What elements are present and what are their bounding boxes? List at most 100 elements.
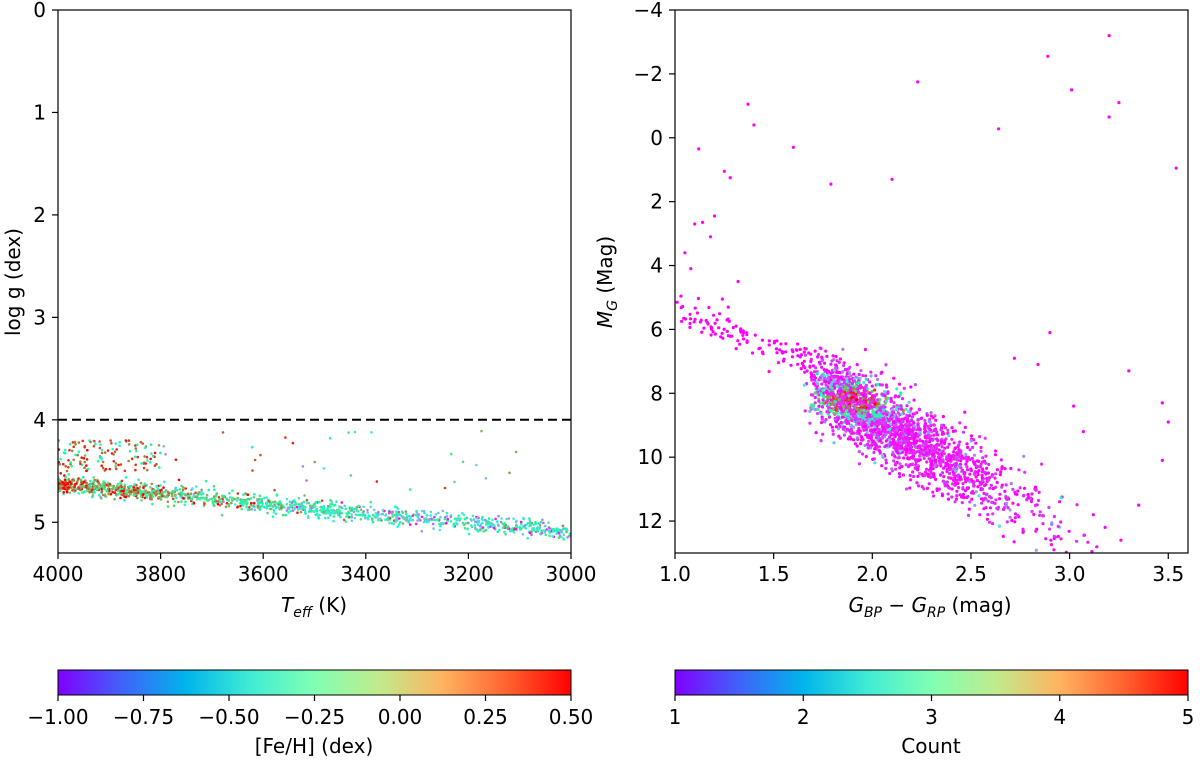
left-data-point <box>68 448 71 452</box>
left-data-point <box>336 513 340 517</box>
right-data-point <box>1000 465 1004 469</box>
right-data-point <box>823 361 827 365</box>
right-data-point <box>985 492 989 496</box>
right-data-point <box>832 378 836 382</box>
right-data-point <box>849 424 853 428</box>
right-data-point <box>834 408 838 412</box>
left-data-point <box>133 482 136 486</box>
left-data-point <box>505 517 508 521</box>
right-data-point <box>688 312 692 316</box>
right-data-point <box>1018 486 1022 490</box>
right-data-point <box>848 377 852 381</box>
right-data-point <box>808 409 812 413</box>
right-data-point <box>946 445 950 449</box>
left-data-point <box>437 511 440 515</box>
left-data-point <box>251 469 254 472</box>
left-data-point <box>221 431 225 434</box>
right-data-point <box>688 325 692 329</box>
right-data-point <box>997 524 1002 528</box>
right-data-point <box>855 402 859 406</box>
right-data-point <box>840 370 845 374</box>
left-data-point <box>524 527 527 530</box>
right-data-point <box>900 417 904 421</box>
right-outlier-point <box>1107 34 1111 38</box>
right-data-point <box>796 362 800 366</box>
left-data-point <box>252 496 256 499</box>
right-data-point <box>907 414 912 418</box>
left-data-point <box>91 494 95 497</box>
right-data-point <box>873 388 877 392</box>
left-x-axis-label: Teff (K) <box>281 593 347 621</box>
right-data-point <box>883 401 888 405</box>
right-data-point <box>852 379 857 383</box>
right-data-point <box>910 423 914 427</box>
right-data-point <box>923 418 927 423</box>
left-data-point <box>155 492 158 496</box>
right-data-point <box>917 408 922 412</box>
right-data-point <box>955 478 959 482</box>
right-data-point <box>984 506 988 510</box>
right-data-point <box>813 408 817 412</box>
right-data-point <box>858 396 863 400</box>
right-data-point <box>965 486 969 490</box>
right-data-point <box>883 389 887 394</box>
right-data-point <box>693 317 697 321</box>
right-data-point <box>899 404 903 408</box>
left-data-point <box>300 501 304 505</box>
left-data-point <box>70 482 73 486</box>
left-data-point <box>322 504 326 508</box>
right-data-point <box>934 418 938 422</box>
right-data-point <box>965 442 969 446</box>
right-data-point <box>839 420 843 425</box>
left-data-point <box>353 430 357 434</box>
right-data-point <box>878 450 882 454</box>
right-data-point <box>845 401 850 405</box>
right-outlier-point <box>1036 362 1040 367</box>
left-data-point <box>404 511 408 515</box>
left-data-point <box>155 484 158 488</box>
left-data-point <box>104 482 107 485</box>
right-data-point <box>934 477 938 481</box>
left-data-point <box>64 448 67 452</box>
left-data-point <box>192 495 195 498</box>
right-data-point <box>898 462 902 466</box>
right-data-point <box>803 346 807 351</box>
right-data-point <box>1086 540 1090 544</box>
right-data-point <box>1005 520 1009 524</box>
right-data-point <box>758 346 762 350</box>
left-x-tick-label: 3000 <box>546 562 597 586</box>
feh-colorbar: −1.00 −0.75 −0.50 −0.25 0.00 0.25 0.50 [Fe/H] … <box>27 669 593 758</box>
right-data-point <box>825 368 829 372</box>
left-data-point <box>544 524 547 528</box>
right-data-point <box>844 418 848 422</box>
left-data-point <box>434 512 438 516</box>
right-outlier-point <box>746 102 750 106</box>
left-data-point <box>77 450 81 454</box>
right-data-point <box>978 465 983 469</box>
left-data-point <box>82 480 85 484</box>
left-data-point <box>539 520 543 524</box>
left-data-point <box>566 536 569 539</box>
right-data-point <box>952 473 956 477</box>
count-colorbar-gradient <box>674 669 1189 696</box>
left-data-point <box>149 443 153 447</box>
right-data-point <box>873 414 877 418</box>
right-data-point <box>871 394 875 398</box>
right-data-point <box>906 443 910 447</box>
left-data-point <box>166 500 170 504</box>
left-data-point <box>371 520 375 524</box>
left-data-point <box>475 528 479 531</box>
right-data-point <box>1049 538 1053 542</box>
left-data-point <box>133 490 136 494</box>
right-data-point <box>916 424 920 428</box>
right-data-point <box>940 423 944 427</box>
left-data-point <box>438 522 441 526</box>
right-data-point <box>855 407 860 411</box>
left-data-point <box>359 517 363 521</box>
right-data-point <box>993 453 998 457</box>
right-data-point <box>931 490 935 494</box>
left-data-point <box>111 486 115 490</box>
right-data-point <box>953 446 958 450</box>
left-data-point <box>189 497 193 501</box>
